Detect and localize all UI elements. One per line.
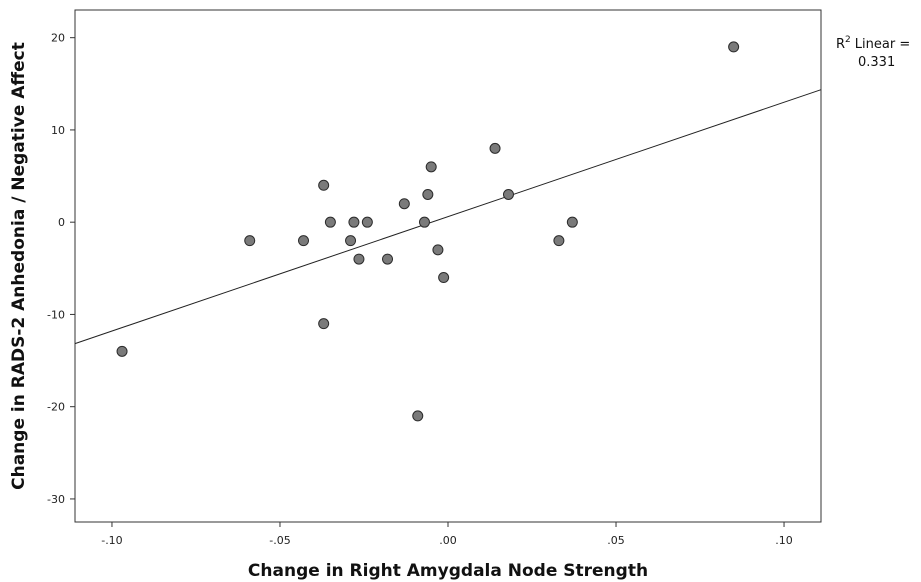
data-point	[553, 235, 565, 247]
data-point	[353, 253, 365, 265]
legend-superscript: 2	[845, 35, 851, 45]
y-axis: 20 10 0 -10 -20 -30	[47, 32, 75, 506]
data-point	[422, 189, 434, 201]
y-tick-label: 10	[51, 124, 65, 137]
data-point	[244, 235, 256, 247]
data-point	[298, 235, 310, 247]
x-tick-label: .05	[607, 534, 625, 547]
legend-value: 0.331	[858, 55, 895, 70]
x-axis-title: Change in Right Amygdala Node Strength	[248, 561, 648, 581]
data-point	[502, 189, 514, 201]
x-tick-label: -.10	[101, 534, 122, 547]
x-tick-label: .10	[775, 534, 793, 547]
data-point	[566, 216, 578, 228]
x-tick-label: -.05	[269, 534, 290, 547]
data-point	[418, 216, 430, 228]
x-axis: -.10 -.05 .00 .05 .10	[101, 522, 793, 547]
y-tick-label: -30	[47, 493, 65, 506]
data-point	[438, 272, 450, 284]
fit-legend: R2 Linear = 0.331	[836, 35, 910, 70]
plot-frame	[74, 9, 822, 523]
data-points	[116, 41, 740, 422]
data-point	[348, 216, 360, 228]
y-tick-label: -10	[47, 308, 65, 321]
data-point	[382, 253, 394, 265]
x-tick-label: .00	[439, 534, 457, 547]
y-tick-label: -20	[47, 401, 65, 414]
y-tick-label: 0	[58, 216, 65, 229]
data-point	[345, 235, 357, 247]
y-tick-label: 20	[51, 32, 65, 45]
data-point	[425, 161, 437, 173]
data-point	[728, 41, 740, 53]
data-point	[361, 216, 373, 228]
data-point	[324, 216, 336, 228]
data-point	[432, 244, 444, 256]
data-point	[412, 410, 424, 422]
data-point	[398, 198, 410, 210]
legend-r-squared: R2 Linear =	[836, 35, 910, 52]
data-point	[318, 318, 330, 330]
data-point	[318, 179, 330, 191]
data-point	[489, 142, 501, 154]
legend-r-letter: R	[836, 37, 845, 52]
legend-suffix: Linear =	[855, 37, 910, 52]
linear-fit-line	[74, 89, 822, 345]
y-axis-title: Change in RADS-2 Anhedonia / Negative Af…	[9, 42, 29, 490]
data-point	[116, 345, 128, 357]
